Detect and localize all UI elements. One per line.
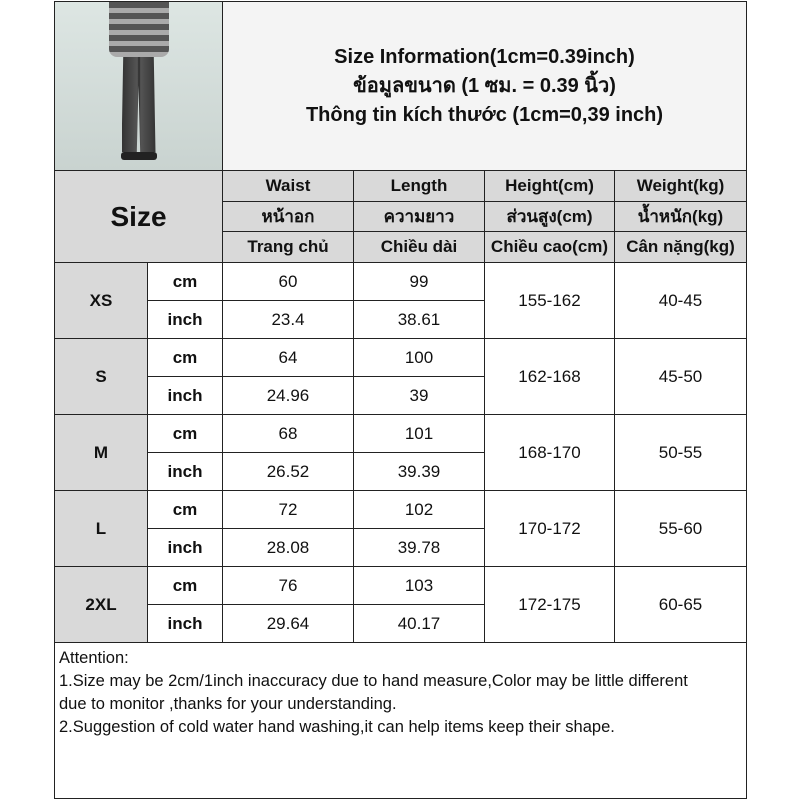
waist-inch: 28.08 [223, 529, 354, 567]
unit-cm: cm [148, 491, 223, 529]
note-line: 1.Size may be 2cm/1inch inaccuracy due t… [59, 672, 688, 690]
jeans-shape [121, 57, 156, 152]
length-cm: 100 [354, 339, 485, 377]
column-header: Height(cm) [485, 171, 615, 202]
column-header: Cân nặng(kg) [615, 232, 747, 263]
column-header: Length [354, 171, 485, 202]
title-english: Size Information(1cm=0.39inch) [334, 45, 635, 68]
weight-range: 55-60 [615, 491, 747, 567]
column-header: Chiều cao(cm) [485, 232, 615, 263]
product-photo [55, 2, 223, 171]
note-line: due to monitor ,thanks for your understa… [59, 695, 397, 713]
length-inch: 39.78 [354, 529, 485, 567]
column-header: Weight(kg) [615, 171, 747, 202]
waist-cm: 72 [223, 491, 354, 529]
attention-notes: Attention: 1.Size may be 2cm/1inch inaccu… [55, 643, 747, 799]
unit-inch: inch [148, 605, 223, 643]
note-line: Attention: [59, 649, 129, 667]
column-header: ความยาว [354, 202, 485, 232]
height-range: 170-172 [485, 491, 615, 567]
title-thai: ข้อมูลขนาด (1 ซม. = 0.39 นิ้ว) [353, 74, 616, 97]
waist-inch: 23.4 [223, 301, 354, 339]
unit-inch: inch [148, 377, 223, 415]
column-header: น้ำหนัก(kg) [615, 202, 747, 232]
size-chart-table: Size Information(1cm=0.39inch) ข้อมูลขนา… [54, 1, 747, 799]
column-header: Waist [223, 171, 354, 202]
unit-inch: inch [148, 301, 223, 339]
unit-inch: inch [148, 529, 223, 567]
waist-cm: 68 [223, 415, 354, 453]
unit-cm: cm [148, 567, 223, 605]
weight-range: 60-65 [615, 567, 747, 643]
length-cm: 102 [354, 491, 485, 529]
length-inch: 39.39 [354, 453, 485, 491]
size-label: 2XL [55, 567, 148, 643]
weight-range: 50-55 [615, 415, 747, 491]
waist-inch: 26.52 [223, 453, 354, 491]
size-label: M [55, 415, 148, 491]
length-inch: 39 [354, 377, 485, 415]
column-header: ส่วนสูง(cm) [485, 202, 615, 232]
length-cm: 103 [354, 567, 485, 605]
length-inch: 38.61 [354, 301, 485, 339]
shoes-shape [120, 152, 157, 160]
waist-cm: 76 [223, 567, 354, 605]
waist-inch: 24.96 [223, 377, 354, 415]
size-label: S [55, 339, 148, 415]
unit-cm: cm [148, 339, 223, 377]
waist-cm: 60 [223, 263, 354, 301]
unit-inch: inch [148, 453, 223, 491]
size-info-title: Size Information(1cm=0.39inch) ข้อมูลขนา… [223, 2, 747, 171]
unit-cm: cm [148, 415, 223, 453]
column-header: Trang chủ [223, 232, 354, 263]
column-header: Chiều dài [354, 232, 485, 263]
weight-range: 40-45 [615, 263, 747, 339]
sweater-shape [108, 2, 169, 57]
length-cm: 99 [354, 263, 485, 301]
title-vietnamese: Thông tin kích thước (1cm=0,39 inch) [305, 103, 664, 126]
column-header: หน้าอก [223, 202, 354, 232]
size-label: XS [55, 263, 148, 339]
height-range: 155-162 [485, 263, 615, 339]
height-range: 172-175 [485, 567, 615, 643]
waist-inch: 29.64 [223, 605, 354, 643]
height-range: 162-168 [485, 339, 615, 415]
unit-cm: cm [148, 263, 223, 301]
length-cm: 101 [354, 415, 485, 453]
weight-range: 45-50 [615, 339, 747, 415]
length-inch: 40.17 [354, 605, 485, 643]
size-label: L [55, 491, 148, 567]
size-header: Size [55, 171, 223, 263]
height-range: 168-170 [485, 415, 615, 491]
waist-cm: 64 [223, 339, 354, 377]
note-line: 2.Suggestion of cold water hand washing,… [59, 718, 615, 736]
